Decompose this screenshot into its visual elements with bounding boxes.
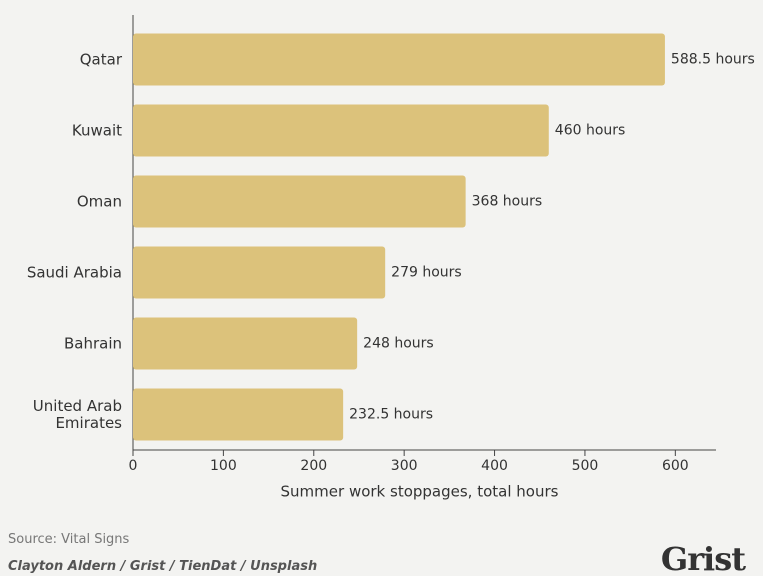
x-tick-label: 200 <box>300 458 327 474</box>
bar <box>133 317 358 370</box>
bar <box>133 33 665 86</box>
value-label: 279 hours <box>391 265 462 281</box>
value-label: 460 hours <box>555 123 626 139</box>
x-tick-label: 100 <box>210 458 237 474</box>
x-tick-label: 400 <box>481 458 508 474</box>
value-label: 588.5 hours <box>671 52 755 68</box>
x-tick-label: 0 <box>129 458 138 474</box>
x-axis-label: Summer work stoppages, total hours <box>281 483 559 501</box>
x-tick-label: 300 <box>391 458 418 474</box>
y-tick-label: Saudi Arabia <box>26 263 122 281</box>
value-label: 248 hours <box>363 336 434 352</box>
value-label: 368 hours <box>472 194 543 210</box>
value-label: 232.5 hours <box>349 407 433 423</box>
bar <box>133 246 386 299</box>
logo: Grist <box>660 540 746 576</box>
x-tick-label: 500 <box>572 458 599 474</box>
y-tick-label: Kuwait <box>71 121 122 139</box>
y-tick-label: Oman <box>76 192 122 210</box>
source: Source: Vital Signs <box>8 532 130 547</box>
x-tick-label: 600 <box>662 458 689 474</box>
bar <box>133 388 344 441</box>
bar <box>133 175 466 228</box>
bar <box>133 104 549 157</box>
y-tick-label: United Arab Emirates <box>32 396 122 432</box>
y-tick-label: Qatar <box>79 50 122 68</box>
credit: Clayton Aldern / Grist / TienDat / Unspl… <box>8 559 318 574</box>
y-tick-label: Bahrain <box>63 334 122 352</box>
